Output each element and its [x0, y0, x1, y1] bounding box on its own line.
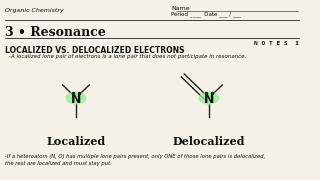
Text: N: N: [204, 93, 214, 105]
Ellipse shape: [198, 91, 219, 105]
Text: LOCALIZED VS. DELOCALIZED ELECTRONS: LOCALIZED VS. DELOCALIZED ELECTRONS: [5, 46, 184, 55]
Text: Delocalized: Delocalized: [173, 136, 245, 147]
Text: Organic Chemistry: Organic Chemistry: [5, 8, 63, 13]
Text: N: N: [71, 93, 81, 105]
Ellipse shape: [66, 91, 86, 105]
Text: 3 • Resonance: 3 • Resonance: [5, 26, 106, 39]
Text: -A localized lone pair of electrons is a lone pair that does not participate in : -A localized lone pair of electrons is a…: [10, 54, 247, 59]
Text: -If a heteroatom (N, O) has multiple lone pairs present, only ONE of those lone : -If a heteroatom (N, O) has multiple lon…: [5, 154, 265, 166]
Text: Localized: Localized: [46, 136, 106, 147]
Text: N O T E S  I: N O T E S I: [254, 41, 299, 46]
Text: Period ____  Date ___ / ___: Period ____ Date ___ / ___: [171, 11, 241, 17]
Text: Name: Name: [171, 6, 189, 11]
